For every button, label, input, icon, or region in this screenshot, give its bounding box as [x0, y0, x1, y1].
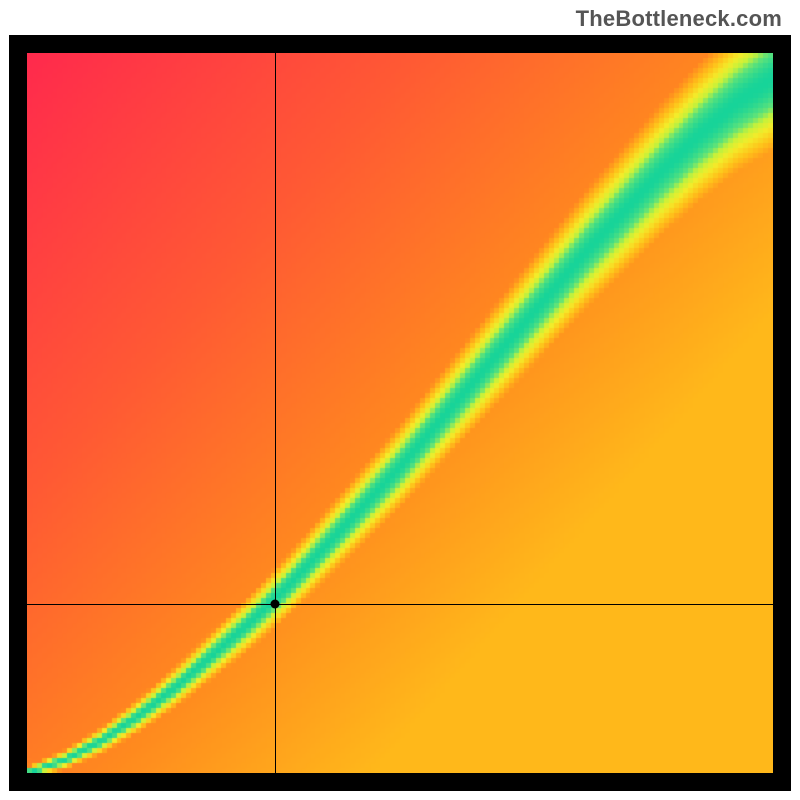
selected-point-marker	[271, 599, 280, 608]
crosshair-vertical	[275, 53, 276, 773]
heatmap-canvas	[27, 53, 773, 773]
crosshair-horizontal	[27, 604, 773, 605]
chart-outer-frame	[9, 35, 791, 791]
heatmap-plot-area	[27, 53, 773, 773]
watermark-text: TheBottleneck.com	[576, 6, 782, 32]
